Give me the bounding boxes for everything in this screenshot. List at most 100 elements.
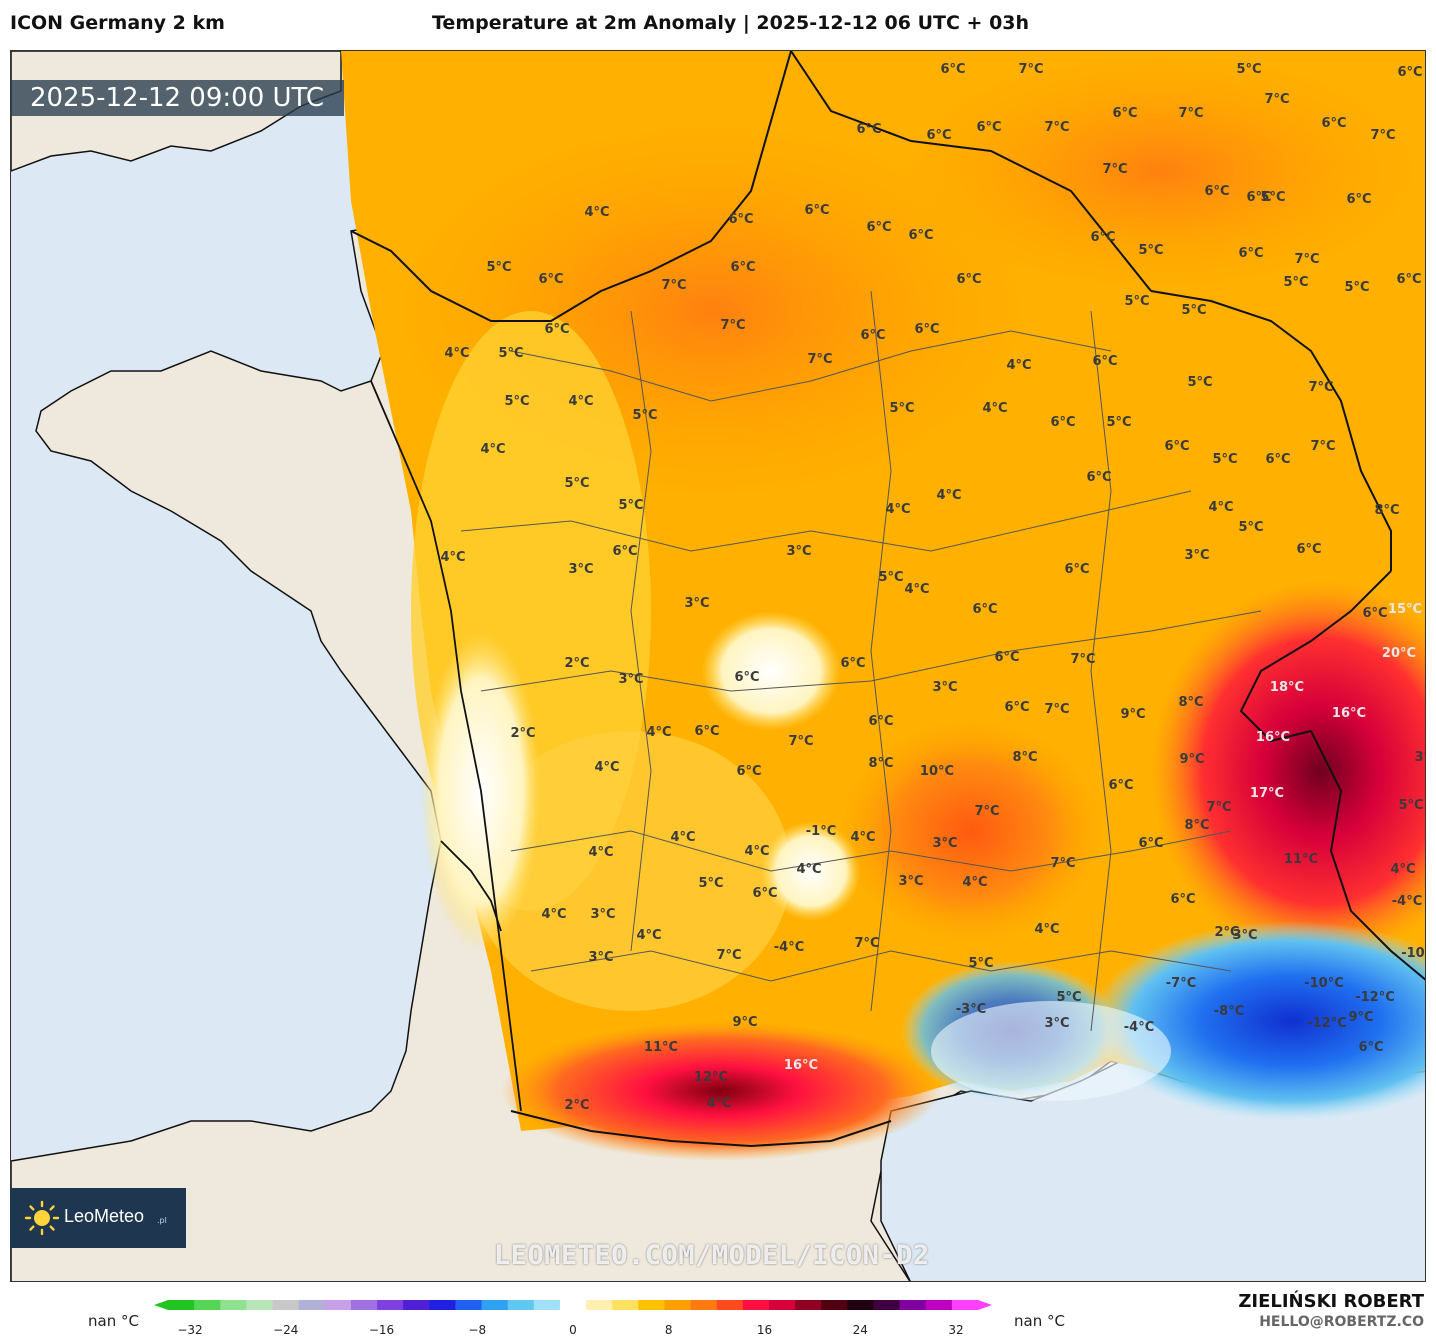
temperature-label: 4°C: [670, 830, 695, 845]
temperature-label: 11°C: [644, 1040, 678, 1055]
temperature-label: 5°C: [1187, 375, 1212, 390]
temperature-label: 4°C: [850, 830, 875, 845]
temperature-label: 6°C: [976, 120, 1001, 135]
temperature-label: 3°C: [588, 950, 613, 965]
temperature-label: 3°C: [932, 680, 957, 695]
temperature-label: 6°C: [538, 272, 563, 287]
temperature-label: 16°C: [784, 1058, 818, 1073]
legend-tick-label: 32: [948, 1323, 963, 1336]
temperature-label: 6°C: [956, 272, 981, 287]
temperature-label: 4°C: [885, 502, 910, 517]
temperature-label: -12°C: [1355, 990, 1395, 1005]
temperature-label: 3°C: [1414, 750, 1426, 765]
temperature-label: -8°C: [1214, 1004, 1244, 1019]
coastline-atlantic: [370, 380, 522, 1112]
map-panel[interactable]: 6°C 7°C 5°C 6°C 7°C 7°C 6°C 6°C 6°C 6°C 7°C 6°C 7°C 7…: [10, 50, 1426, 1282]
temperature-label: 7°C: [1310, 439, 1335, 454]
watermark-url: LEOMETEO.COM/MODEL/ICON-D2: [494, 1240, 930, 1271]
logo-suffix: .pl: [157, 1216, 167, 1225]
yellow-south: [471, 731, 791, 1011]
temperature-label: 4°C: [936, 488, 961, 503]
temperature-label: 6°C: [612, 544, 637, 559]
pyrenees-warm-area: [501, 1021, 941, 1161]
legend-swatch: [429, 1300, 456, 1310]
temperature-label: -1°C: [806, 824, 836, 839]
chart-title: Temperature at 2m Anomaly | 2025-12-12 0…: [432, 12, 1030, 34]
temperature-label: 5°C: [564, 476, 589, 491]
legend-swatch: [768, 1300, 796, 1310]
temperature-label: 4°C: [636, 928, 661, 943]
temperature-label: 6°C: [926, 128, 951, 143]
temperature-label: 9°C: [1179, 752, 1204, 767]
temperature-label: 18°C: [1270, 680, 1304, 695]
temperature-label: 5°C: [486, 260, 511, 275]
temperature-label: 6°C: [1265, 452, 1290, 467]
legend-tick-label: 8: [665, 1323, 673, 1336]
temperature-label: 7°C: [1044, 702, 1069, 717]
temperature-label: 6°C: [860, 328, 885, 343]
coastline-channel: [350, 51, 792, 322]
legend-swatch: [246, 1300, 274, 1310]
temperature-label: 9°C: [1120, 707, 1145, 722]
temperature-label: 7°C: [1206, 800, 1231, 815]
temperature-label: 3°C: [786, 544, 811, 559]
temperature-label: 5°C: [1238, 520, 1263, 535]
temperature-label: 5°C: [1398, 798, 1423, 813]
temperature-label: 6°C: [940, 62, 965, 77]
temperature-label: 4°C: [1208, 500, 1233, 515]
legend-tick-label: 24: [853, 1323, 868, 1336]
temperature-label: 5°C: [1260, 190, 1285, 205]
legend-swatch: [559, 1300, 587, 1310]
temperature-label: 6°C: [728, 212, 753, 227]
legend-swatch: [951, 1300, 979, 1310]
author-name: ZIELIŃSKI ROBERT: [1238, 1291, 1424, 1312]
temperature-label: 4°C: [744, 844, 769, 859]
legend-swatch: [821, 1300, 848, 1310]
northeast-warm-area: [901, 51, 1421, 291]
temperature-label: 6°C: [994, 650, 1019, 665]
temperature-label: 4°C: [646, 725, 671, 740]
temperature-label: 6°C: [1397, 65, 1422, 80]
temperature-label: 7°C: [1102, 162, 1127, 177]
temperature-label: 3°C: [590, 907, 615, 922]
temperature-label: 4°C: [440, 550, 465, 565]
logo-name: LeoMeteo: [64, 1206, 145, 1226]
temperature-label: 5°C: [698, 876, 723, 891]
temperature-label: 8°C: [1178, 695, 1203, 710]
legend-unit-left: nan °C: [88, 1312, 139, 1330]
temperature-label: 6°C: [730, 260, 755, 275]
legend-swatch: [899, 1300, 927, 1310]
author-email[interactable]: HELLO@ROBERTZ.CO: [1259, 1314, 1424, 1330]
legend-tick-label: −16: [369, 1323, 394, 1336]
temperature-label: 4°C: [584, 205, 609, 220]
temperature-label: 2°C: [564, 1098, 589, 1113]
legend-swatch: [194, 1300, 221, 1310]
temperature-label: 3°C: [618, 672, 643, 687]
temperature-label: 6°C: [544, 322, 569, 337]
temperature-label: 7°C: [661, 278, 686, 293]
temperature-label: 5°C: [878, 570, 903, 585]
temperature-label: 3°C: [1044, 1016, 1069, 1031]
temperature-label: 7°C: [1044, 120, 1069, 135]
temperature-label: 9°C: [1348, 1010, 1373, 1025]
legend-swatch: [664, 1300, 692, 1310]
legend-swatch: [638, 1300, 665, 1310]
legend-unit-right: nan °C: [1014, 1312, 1065, 1330]
temperature-label: 3°C: [1232, 928, 1257, 943]
temperature-label: 6°C: [734, 670, 759, 685]
temperature-label: 20°C: [1382, 646, 1416, 661]
temperature-label: 5°C: [1181, 303, 1206, 318]
temperature-label: 6°C: [1086, 470, 1111, 485]
temperature-label: 6°C: [1246, 190, 1271, 205]
temperature-label: 12°C: [694, 1070, 728, 1085]
temperature-label: 8°C: [1012, 750, 1037, 765]
temperature-label: 6°C: [1296, 542, 1321, 557]
leometeo-logo[interactable]: LeoMeteo .pl: [10, 1188, 186, 1248]
temperature-label: 4°C: [706, 1096, 731, 1111]
temperature-label: -4°C: [1124, 1020, 1154, 1035]
temperature-label: 16°C: [1332, 706, 1366, 721]
temperature-label: 5°C: [1124, 294, 1149, 309]
temperature-label: 5°C: [1344, 280, 1369, 295]
model-name: ICON Germany 2 km: [10, 12, 225, 34]
temperature-label: 9°C: [732, 1015, 757, 1030]
